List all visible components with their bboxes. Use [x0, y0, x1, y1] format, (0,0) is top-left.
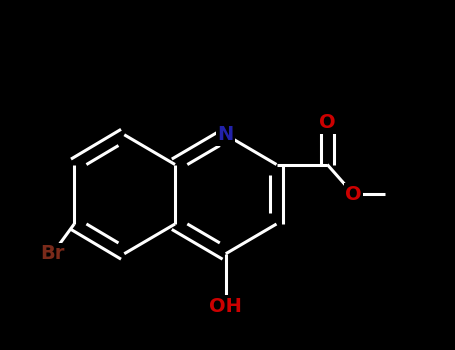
- Text: N: N: [217, 125, 234, 144]
- Text: Br: Br: [40, 244, 65, 263]
- Text: OH: OH: [209, 297, 242, 316]
- Text: O: O: [345, 185, 362, 204]
- Text: O: O: [319, 113, 336, 132]
